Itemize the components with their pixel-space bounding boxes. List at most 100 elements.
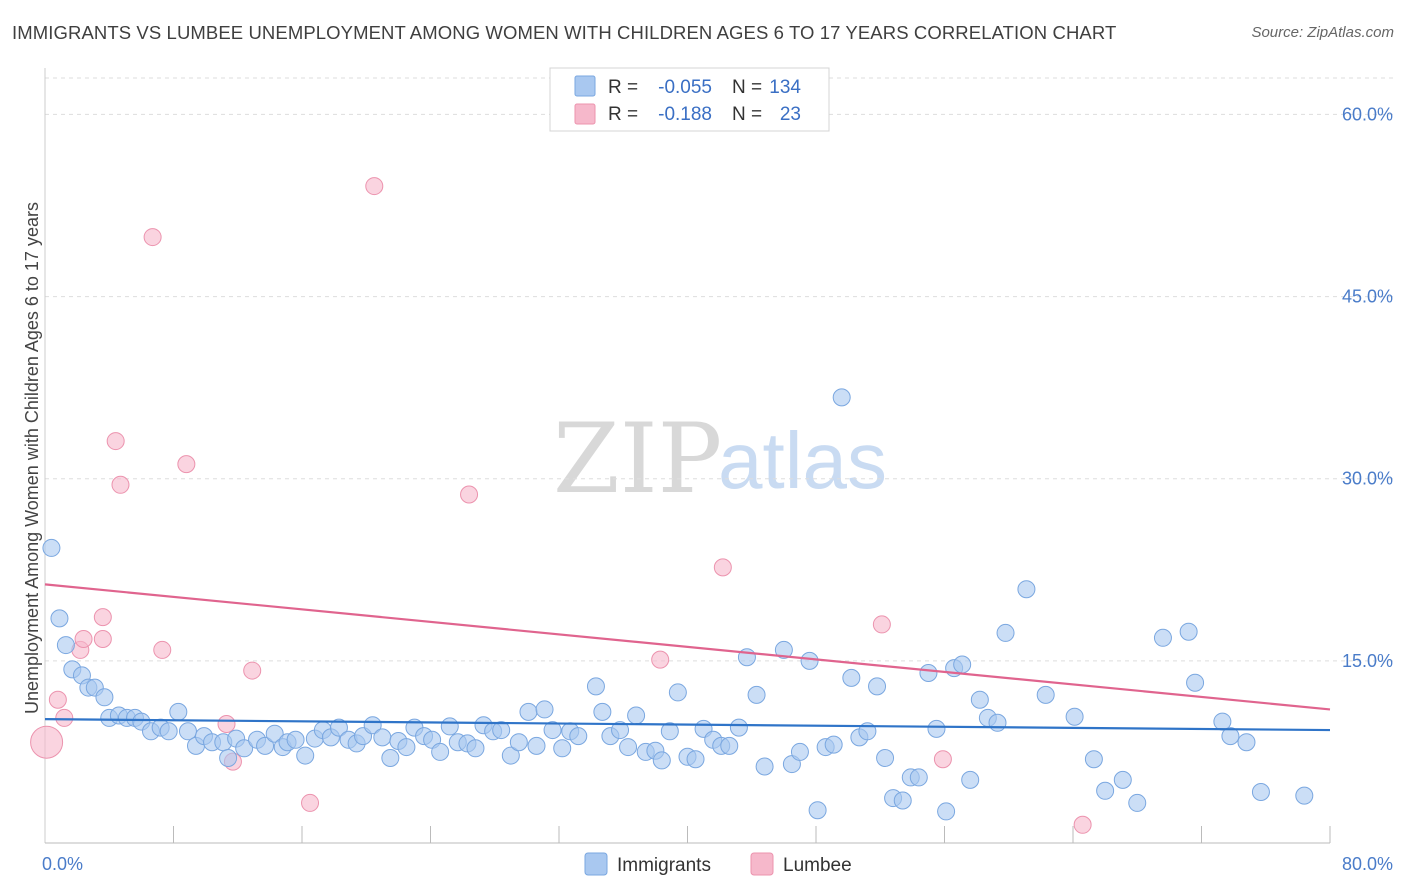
lumbee-point — [55, 708, 74, 727]
immigrants-point — [586, 677, 605, 696]
legend-r-label-lumbee: R = — [608, 104, 638, 125]
immigrants-point — [800, 651, 819, 670]
legend-r-value-lumbee: -0.188 — [658, 104, 712, 125]
x-tick-label-1: 80.0% — [1342, 854, 1393, 874]
watermark: ZIP atlas — [553, 403, 887, 515]
immigrants-point — [660, 722, 679, 741]
immigrants-point — [440, 717, 459, 736]
lumbee-point — [111, 475, 130, 494]
lumbee-point — [933, 750, 952, 769]
immigrants-point — [919, 664, 938, 682]
lumbee-point — [143, 228, 162, 247]
lumbee-point — [1073, 815, 1092, 834]
immigrants-point — [329, 718, 348, 737]
legend-top: R = -0.055 N = 134 R = -0.188 N = 23 — [549, 67, 830, 132]
immigrants-point — [627, 706, 646, 725]
immigrants-point — [832, 388, 851, 407]
immigrants-point — [1128, 793, 1147, 812]
immigrants-point — [842, 668, 861, 687]
immigrants-point — [876, 749, 895, 767]
legend-swatch-lumbee — [574, 103, 596, 125]
immigrants-point — [686, 750, 705, 769]
immigrants-point — [824, 735, 843, 754]
watermark-zip: ZIP — [553, 403, 722, 515]
y-tick-label-0: 15.0% — [1342, 651, 1393, 671]
immigrants-point — [553, 739, 572, 758]
legend-bottom-label-immigrants: Immigrants — [617, 855, 711, 876]
immigrants-point — [1084, 750, 1103, 769]
immigrants-point — [397, 738, 416, 757]
immigrants-point — [492, 721, 511, 740]
axes — [44, 68, 1331, 844]
lumbee-point — [30, 725, 64, 759]
lumbee-point — [153, 640, 172, 659]
immigrants-point — [720, 736, 739, 755]
immigrants-point — [747, 685, 766, 704]
immigrants-point — [927, 719, 946, 738]
legend-box — [549, 67, 830, 132]
legend-n-label-lumbee: N = — [732, 104, 762, 125]
y-tick-label-1: 30.0% — [1342, 469, 1393, 489]
y-tick-label-3: 60.0% — [1342, 104, 1393, 124]
lumbee-point — [365, 177, 384, 196]
immigrants-point — [296, 746, 315, 765]
immigrants-point — [868, 677, 887, 696]
immigrants-point — [569, 727, 588, 746]
lumbee-point — [93, 630, 112, 648]
immigrants-point — [909, 768, 928, 787]
immigrants-point — [790, 742, 809, 761]
lumbee-series — [30, 177, 1092, 834]
immigrants-point — [774, 640, 793, 659]
immigrants-point — [159, 722, 178, 741]
immigrants-point — [381, 749, 400, 767]
legend-n-value-lumbee: 23 — [780, 104, 801, 125]
immigrants-point — [509, 733, 528, 752]
immigrants-point — [808, 801, 827, 820]
immigrants-point — [286, 730, 305, 749]
lumbee-point — [301, 793, 320, 812]
immigrants-point — [1179, 622, 1198, 641]
lumbee-point — [872, 615, 891, 634]
immigrants-point — [50, 609, 69, 628]
lumbee-point — [106, 432, 125, 451]
immigrants-point — [42, 538, 61, 557]
immigrants-point — [373, 728, 392, 747]
immigrants-point — [619, 738, 638, 757]
trend-lines — [44, 583, 1331, 732]
immigrants-point — [95, 688, 114, 707]
lumbee-point — [74, 630, 93, 648]
immigrants-point — [988, 713, 1007, 732]
x-tick-label-0: 0.0% — [42, 854, 83, 874]
immigrants-point — [1017, 580, 1036, 599]
immigrants-point — [219, 749, 238, 767]
immigrants-point — [652, 751, 671, 770]
lumbee-point — [713, 558, 732, 577]
immigrants-point — [431, 742, 450, 761]
lumbee-point — [93, 608, 112, 627]
watermark-atlas: atlas — [718, 416, 887, 505]
immigrants-point — [953, 655, 972, 674]
immigrants-point — [1153, 628, 1172, 647]
chart-source: Source: ZipAtlas.com — [1251, 24, 1394, 41]
immigrants-trend-line — [44, 718, 1331, 732]
legend-n-label-immigrants: N = — [732, 77, 762, 98]
legend-bottom-swatch-lumbee — [750, 852, 774, 876]
immigrants-point — [265, 724, 284, 743]
immigrants-point — [535, 700, 554, 719]
immigrants-point — [996, 623, 1015, 642]
immigrants-point — [1221, 727, 1240, 746]
immigrants-point — [527, 736, 546, 755]
immigrants-point — [519, 702, 538, 721]
y-axis-label: Unemployment Among Women with Children A… — [22, 202, 42, 714]
immigrants-point — [543, 721, 562, 740]
immigrants-point — [1113, 770, 1132, 789]
immigrants-point — [1065, 707, 1084, 726]
immigrants-point — [970, 690, 989, 709]
legend-bottom: Immigrants Lumbee — [584, 852, 852, 876]
lumbee-point — [460, 485, 479, 504]
immigrants-point — [1036, 685, 1055, 704]
lumbee-point — [217, 715, 236, 733]
immigrants-point — [169, 702, 188, 721]
legend-bottom-swatch-immigrants — [584, 852, 608, 876]
